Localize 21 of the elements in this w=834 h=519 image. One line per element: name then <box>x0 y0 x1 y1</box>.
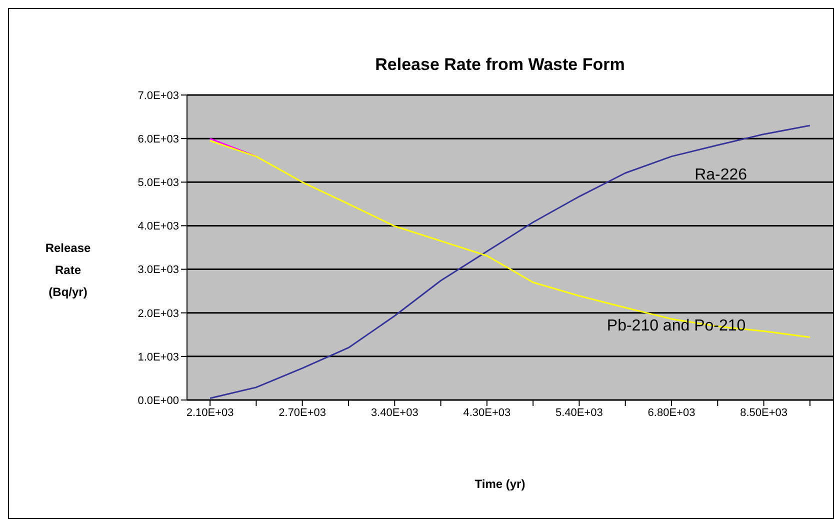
y-tick-label: 4.0E+03 <box>138 220 179 233</box>
y-tick-label: 5.0E+03 <box>138 177 179 190</box>
x-tick-label: 4.30E+03 <box>463 406 511 419</box>
y-tick-label: 2.0E+03 <box>138 308 179 320</box>
line-series <box>209 140 811 338</box>
chart-title: Release Rate from Waste Form <box>375 55 625 74</box>
y-tick-label: 7.0E+03 <box>138 90 179 102</box>
y-tick-label: 3.0E+03 <box>138 264 179 276</box>
line-series <box>209 124 811 400</box>
y-tick-label: 0.0E+00 <box>138 394 179 407</box>
y-axis-title: Release Rate (Bq/yr) <box>45 241 92 299</box>
x-axis-title: Time (yr) <box>474 477 526 491</box>
x-tick-label: 2.10E+03 <box>186 406 234 419</box>
x-tick-label: 2.70E+03 <box>278 406 326 419</box>
series-label: Ra-226 <box>694 166 748 184</box>
x-tick-label: 5.40E+03 <box>556 406 603 419</box>
x-tick-label: 6.80E+03 <box>648 406 696 419</box>
x-tick-label: 3.40E+03 <box>370 406 418 419</box>
y-tick-label: 6.0E+03 <box>138 133 179 146</box>
x-tick-label: 8.50E+03 <box>740 406 788 419</box>
y-tick-label: 1.0E+03 <box>138 351 179 364</box>
